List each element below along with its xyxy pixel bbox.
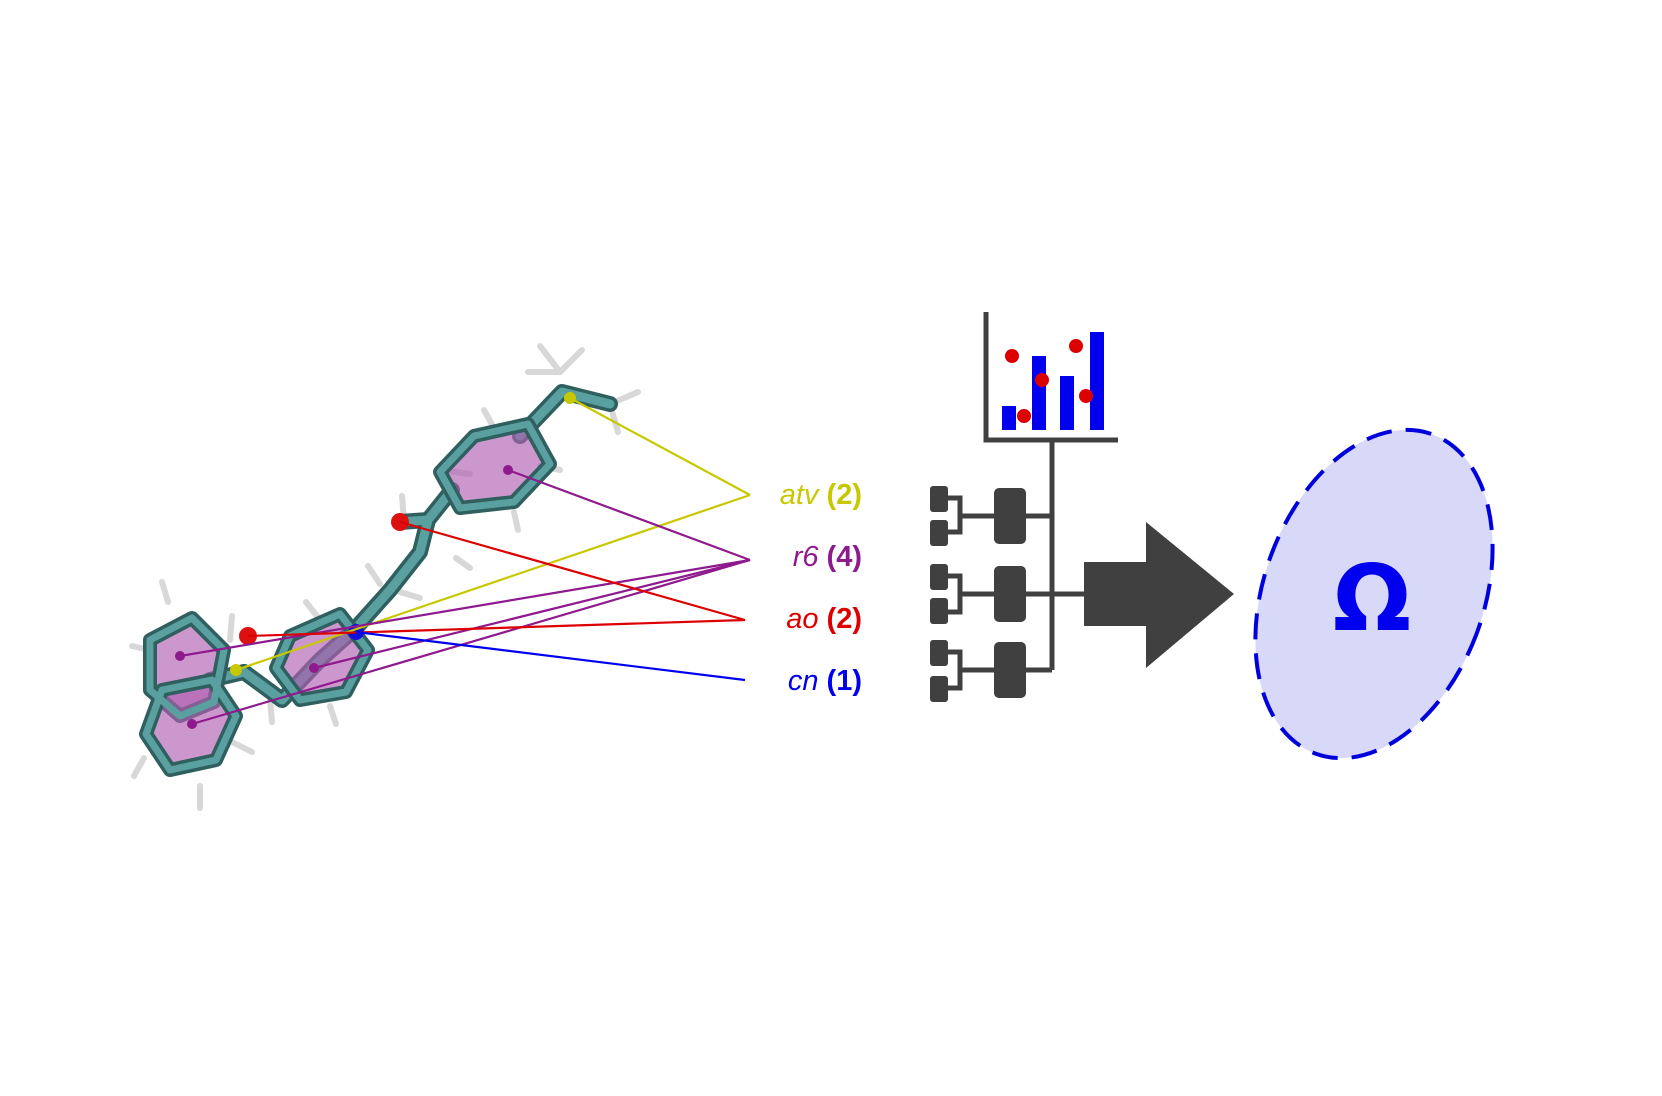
descriptor-count: (1) — [827, 665, 862, 697]
descriptor-count: (4) — [827, 541, 862, 573]
descriptor-name: cn — [788, 665, 827, 697]
descriptor-labels: atv (2) r6 (4) ao (2) cn (1) — [780, 479, 862, 697]
descriptor-name: r6 — [793, 541, 827, 573]
molecule-icon — [132, 346, 638, 808]
arrow-icon — [1084, 522, 1234, 668]
descriptor-ao: ao (2) — [786, 603, 862, 635]
descriptor-count: (2) — [827, 479, 862, 511]
descriptor-r6: r6 (4) — [793, 541, 862, 573]
neural-network-icon — [930, 440, 1086, 702]
output-symbol: Ω — [1333, 545, 1411, 652]
descriptor-count: (2) — [827, 603, 862, 635]
descriptor-name: ao — [786, 603, 826, 635]
descriptor-atv: atv (2) — [780, 479, 862, 511]
descriptor-name: atv — [780, 479, 827, 511]
output-ellipse-icon: Ω — [1212, 397, 1535, 792]
descriptor-cn: cn (1) — [788, 665, 862, 697]
chart-icon — [986, 312, 1118, 440]
